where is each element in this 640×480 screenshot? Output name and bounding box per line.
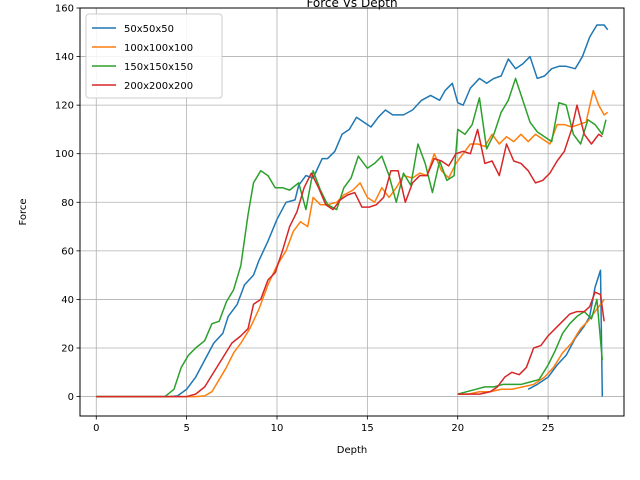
x-tick-label: 0: [93, 423, 99, 434]
legend-box: [85, 13, 223, 99]
y-tick-label: 140: [55, 52, 74, 63]
y-tick-label: 100: [55, 149, 74, 160]
y-axis-label: Force: [18, 198, 29, 225]
legend-label: 150x150x150: [124, 62, 193, 73]
series-line-4-segment-2: [457, 291, 605, 395]
y-tick-label: 160: [55, 4, 74, 15]
y-tick-label: 80: [61, 198, 74, 209]
legend: 50x50x50 100x100x100 150x150x150 200x200x20…: [85, 13, 223, 99]
x-tick-label: 20: [451, 423, 464, 434]
y-tick-label: 120: [55, 101, 74, 112]
x-tick-label: 10: [271, 423, 284, 434]
legend-label: 50x50x50: [124, 24, 174, 35]
axes-frame: [79, 7, 625, 417]
y-tick-label: 40: [61, 295, 74, 306]
y-tick-label: 20: [61, 344, 74, 355]
series-lines: [96, 24, 609, 398]
x-tick-label: 15: [361, 423, 374, 434]
series-line-4-segment-1: [96, 104, 603, 398]
series-line-3-segment-1: [96, 77, 607, 398]
y-tick-label: 0: [68, 392, 74, 403]
x-axis-label: Depth: [337, 445, 367, 456]
y-tick-label: 60: [61, 246, 74, 257]
legend-label: 200x200x200: [124, 81, 193, 92]
legend-label: 100x100x100: [124, 43, 193, 54]
x-tick-label: 25: [542, 423, 555, 434]
series-line-2-segment-1: [96, 89, 609, 398]
chart-title: Force Vs Depth: [306, 0, 397, 10]
series-line-1-segment-1: [96, 24, 609, 398]
axis-ticks: 0 5 10 15 20 25 0 20 40 60 80 100 120 140 160: [55, 4, 555, 435]
plot-area: [96, 24, 609, 398]
x-tick-label: 5: [183, 423, 189, 434]
